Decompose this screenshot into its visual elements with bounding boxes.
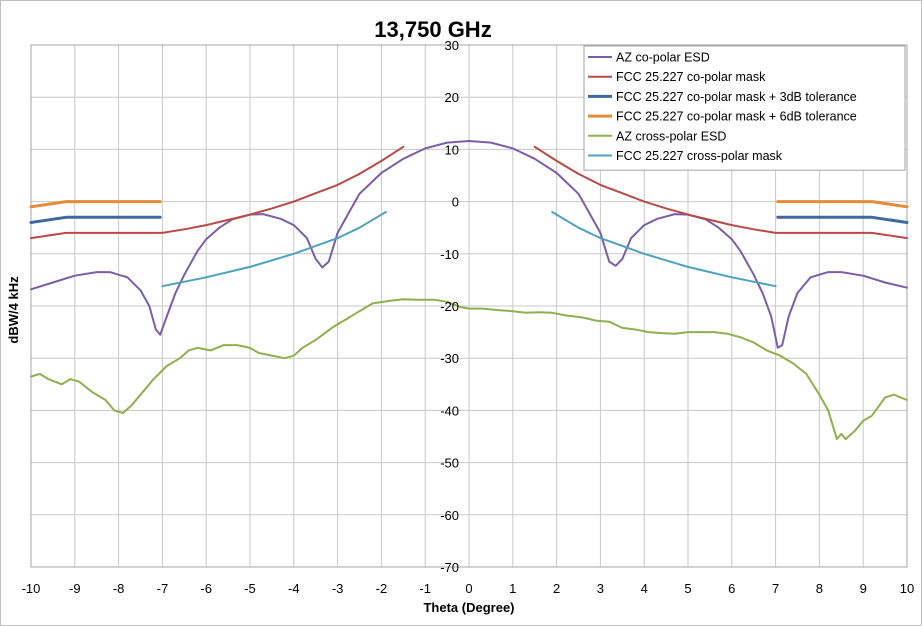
x-tick-label: 7 bbox=[772, 581, 779, 596]
series-line bbox=[30, 140, 908, 349]
x-tick-label: -4 bbox=[288, 581, 300, 596]
y-tick-label: -10 bbox=[440, 247, 459, 262]
legend-box bbox=[583, 45, 906, 171]
legend-label: FCC 25.227 co-polar mask + 6dB tolerance bbox=[616, 110, 857, 124]
x-axis-tick-labels: -10 -9 -8 -7 -6 -5 -4 -3 -2 -1 0 1 2 3 4 5 6 7 8 9 10 bbox=[22, 581, 915, 596]
x-axis-title: Theta (Degree) bbox=[423, 600, 514, 615]
series-line bbox=[551, 211, 777, 288]
x-tick-label: -6 bbox=[200, 581, 212, 596]
y-tick-label: 0 bbox=[452, 195, 459, 210]
x-tick-label: 4 bbox=[641, 581, 648, 596]
y-tick-label: -70 bbox=[440, 560, 459, 575]
x-tick-label: 8 bbox=[816, 581, 823, 596]
x-tick-label: 6 bbox=[728, 581, 735, 596]
y-tick-label: -60 bbox=[440, 508, 459, 523]
legend-label: FCC 25.227 co-polar mask bbox=[616, 70, 766, 84]
plot-area bbox=[30, 44, 908, 568]
series-line bbox=[30, 298, 908, 441]
y-axis-tick-labels: 30 20 10 0 -10 -20 -30 -40 -50 -60 -70 bbox=[440, 38, 459, 575]
y-tick-label: 30 bbox=[445, 38, 459, 53]
x-tick-label: 1 bbox=[509, 581, 516, 596]
series-line bbox=[29, 215, 162, 224]
y-tick-label: -20 bbox=[440, 299, 459, 314]
chart-title: 13,750 GHz bbox=[374, 17, 491, 42]
series-line bbox=[776, 215, 909, 224]
x-tick-label: -2 bbox=[376, 581, 388, 596]
series-5 bbox=[30, 298, 908, 441]
series-line bbox=[30, 145, 405, 240]
x-tick-label: -10 bbox=[22, 581, 41, 596]
x-tick-label: 5 bbox=[684, 581, 691, 596]
x-tick-label: -3 bbox=[332, 581, 344, 596]
series-6 bbox=[161, 211, 777, 288]
legend-label: FCC 25.227 cross-polar mask bbox=[616, 149, 783, 163]
series-1 bbox=[30, 140, 908, 349]
x-tick-label: 3 bbox=[597, 581, 604, 596]
y-tick-label: -50 bbox=[440, 456, 459, 471]
x-tick-label: -5 bbox=[244, 581, 256, 596]
x-tick-label: -9 bbox=[69, 581, 81, 596]
plot-area-border bbox=[30, 44, 908, 568]
legend-label: FCC 25.227 co-polar mask + 3dB tolerance bbox=[616, 90, 857, 104]
series-3 bbox=[29, 215, 909, 224]
series-line bbox=[29, 200, 162, 209]
x-tick-label: 2 bbox=[553, 581, 560, 596]
series-lines bbox=[29, 140, 909, 441]
y-tick-label: -30 bbox=[440, 351, 459, 366]
x-tick-label: 10 bbox=[900, 581, 914, 596]
legend: AZ co-polar ESD FCC 25.227 co-polar mask F… bbox=[583, 45, 906, 171]
x-tick-label: 9 bbox=[860, 581, 867, 596]
series-2 bbox=[30, 145, 908, 240]
y-tick-label: 10 bbox=[445, 142, 459, 157]
series-line bbox=[161, 211, 387, 288]
series-line bbox=[776, 200, 909, 209]
x-tick-label: -8 bbox=[113, 581, 125, 596]
x-tick-label: -7 bbox=[157, 581, 169, 596]
legend-label: AZ cross-polar ESD bbox=[616, 129, 726, 143]
x-tick-label: 0 bbox=[465, 581, 472, 596]
legend-label: AZ co-polar ESD bbox=[616, 51, 710, 65]
y-tick-label: 20 bbox=[445, 90, 459, 105]
x-tick-label: -1 bbox=[419, 581, 431, 596]
y-tick-label: -40 bbox=[440, 403, 459, 418]
series-4 bbox=[29, 200, 909, 209]
series-line bbox=[533, 145, 908, 240]
y-axis-title: dBW/4 kHz bbox=[6, 276, 21, 344]
